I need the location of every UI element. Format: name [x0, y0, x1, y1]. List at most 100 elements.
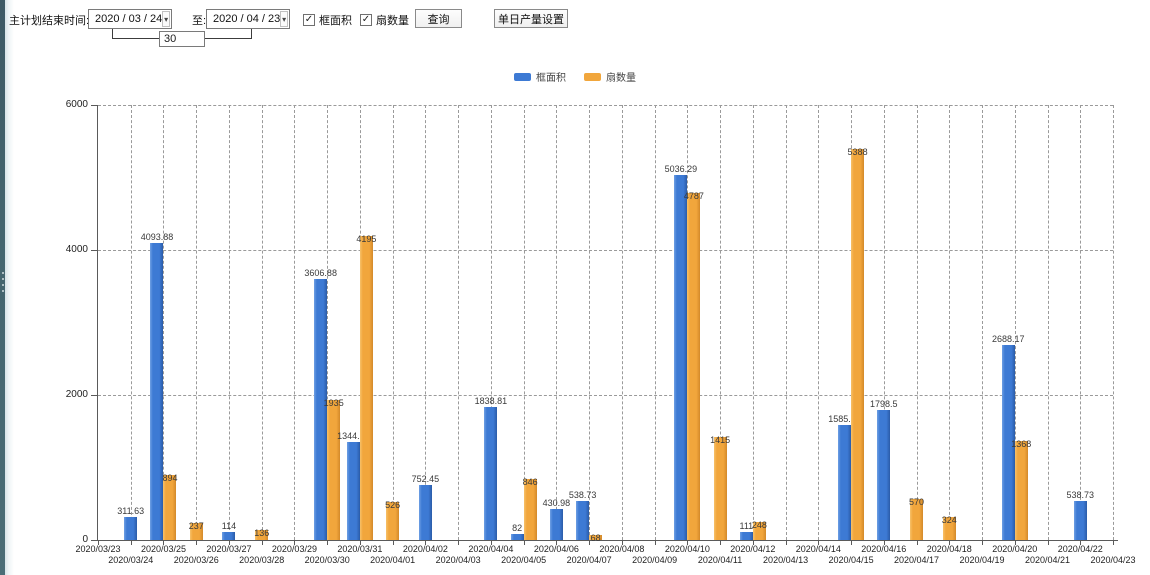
x-axis: [97, 540, 1118, 541]
x-axis-label: 2020/04/07: [566, 555, 612, 565]
x-axis-tick: [818, 540, 820, 545]
daily-output-settings-button[interactable]: 单日产量设置: [494, 9, 568, 28]
y-axis-label: 4000: [65, 244, 88, 255]
bar-frame-area: [739, 531, 753, 540]
x-axis-tick: [982, 540, 984, 545]
gridline-vertical: [1113, 105, 1114, 540]
x-axis-label: 2020/03/29: [271, 544, 317, 554]
bar-frame-area: [1001, 345, 1015, 540]
gridline-vertical: [621, 105, 623, 540]
bar-value-label: 430.98: [542, 497, 571, 508]
sash-count-swatch-icon: [584, 72, 601, 81]
bar-frame-area: [674, 174, 688, 540]
bar-value-label: 526: [385, 499, 401, 510]
sash-count-checkbox-label: 扇数量: [376, 15, 409, 27]
x-axis-tick: [1047, 540, 1049, 545]
bracket-line: [112, 38, 159, 39]
end-date-picker[interactable]: 2020 / 04 / 23 ▾: [206, 9, 290, 29]
x-axis-label: 2020/04/12: [730, 544, 776, 554]
gridline-vertical: [752, 105, 754, 540]
x-axis-tick: [589, 540, 591, 545]
gridline-vertical: [458, 105, 460, 540]
x-axis-tick: [556, 540, 558, 545]
x-axis-tick: [196, 540, 198, 545]
bar-frame-area: [838, 425, 852, 540]
bar-frame-area: [124, 517, 138, 540]
bar-frame-area: [484, 406, 498, 540]
x-axis-tick: [654, 540, 656, 545]
x-axis-label: 2020/03/30: [304, 555, 350, 565]
x-axis-tick: [523, 540, 525, 545]
x-axis-label: 2020/03/26: [173, 555, 219, 565]
gridline-vertical: [1047, 105, 1049, 540]
frame-area-checkbox[interactable]: ✓ 框面积: [303, 12, 352, 28]
x-axis-tick: [1113, 540, 1114, 545]
x-axis-tick: [1014, 540, 1016, 545]
bar-sash-count: [163, 475, 177, 540]
window-edge-strip: [0, 0, 5, 575]
x-axis-tick: [851, 540, 853, 545]
bar-value-label: 311.63: [117, 506, 145, 517]
x-axis-label: 2020/04/17: [894, 555, 940, 565]
x-axis-label: 2020/04/21: [1024, 555, 1071, 565]
legend-label-frame-area: 框面积: [536, 73, 566, 84]
splitter-handle[interactable]: [1, 268, 4, 296]
query-button[interactable]: 查询: [415, 9, 462, 28]
gridline-vertical: [327, 105, 329, 540]
x-axis-label: 2020/04/06: [533, 544, 579, 554]
x-axis-tick: [458, 540, 460, 545]
bar-value-label: 1798.5: [870, 398, 898, 409]
bar-sash-count: [1014, 440, 1028, 540]
chevron-down-icon[interactable]: ▾: [280, 11, 288, 27]
bar-value-label: 752.45: [411, 474, 440, 485]
bar-frame-area: [346, 442, 360, 540]
bar-sash-count: [910, 498, 924, 540]
bracket-line: [112, 29, 113, 39]
check-icon[interactable]: ✓: [303, 14, 315, 26]
x-axis-tick: [949, 540, 951, 545]
bar-sash-count: [386, 501, 400, 540]
bar-frame-area: [418, 485, 432, 540]
bar-sash-count: [327, 399, 341, 540]
gridline-horizontal: [98, 250, 1113, 251]
x-axis-label: 2020/04/04: [468, 544, 514, 554]
bar-value-label: 5388: [847, 147, 868, 158]
x-axis-label: 2020/04/03: [435, 555, 481, 565]
y-axis-tick: [91, 105, 97, 106]
bar-sash-count: [523, 478, 537, 540]
window-edge-fade: [5, 0, 14, 575]
bar-value-label: 1838.81: [474, 395, 508, 406]
bar-value-label: 68: [590, 533, 601, 544]
gridline-vertical: [294, 105, 296, 540]
x-axis-tick: [687, 540, 689, 545]
x-axis-label: 2020/04/18: [926, 544, 972, 554]
days-between-input[interactable]: 30: [159, 31, 205, 47]
check-icon[interactable]: ✓: [360, 14, 372, 26]
x-axis-label: 2020/04/01: [370, 555, 416, 565]
chevron-down-icon[interactable]: ▾: [162, 11, 170, 27]
bar-sash-count: [752, 522, 766, 540]
y-axis-tick: [91, 250, 97, 251]
gridline-vertical: [589, 105, 591, 540]
gridline-vertical: [130, 105, 132, 540]
legend-item-sash-count: 扇数量: [584, 69, 636, 84]
bar-value-label: 570: [909, 496, 925, 507]
x-axis-tick: [621, 540, 623, 545]
bar-value-label: 3606.88: [304, 267, 337, 278]
y-axis: [97, 105, 98, 541]
sash-count-checkbox[interactable]: ✓ 扇数量: [360, 12, 409, 28]
bar-value-label: 4195: [356, 233, 377, 244]
x-axis-tick: [359, 540, 361, 545]
gridline-vertical: [523, 105, 525, 540]
gridline-vertical: [949, 105, 951, 540]
x-axis-label: 2020/04/15: [828, 555, 874, 565]
bar-value-label: 136: [254, 528, 270, 539]
gridline-vertical: [425, 105, 427, 540]
x-axis-label: 2020/04/20: [992, 544, 1038, 554]
gridline-vertical: [1014, 105, 1016, 540]
start-date-picker[interactable]: 2020 / 03 / 24 ▾: [88, 9, 172, 29]
bar-sash-count: [589, 535, 603, 540]
bar-frame-area: [222, 531, 236, 540]
start-date-value: 2020 / 03 / 24: [95, 13, 163, 25]
x-axis-tick: [163, 540, 165, 545]
